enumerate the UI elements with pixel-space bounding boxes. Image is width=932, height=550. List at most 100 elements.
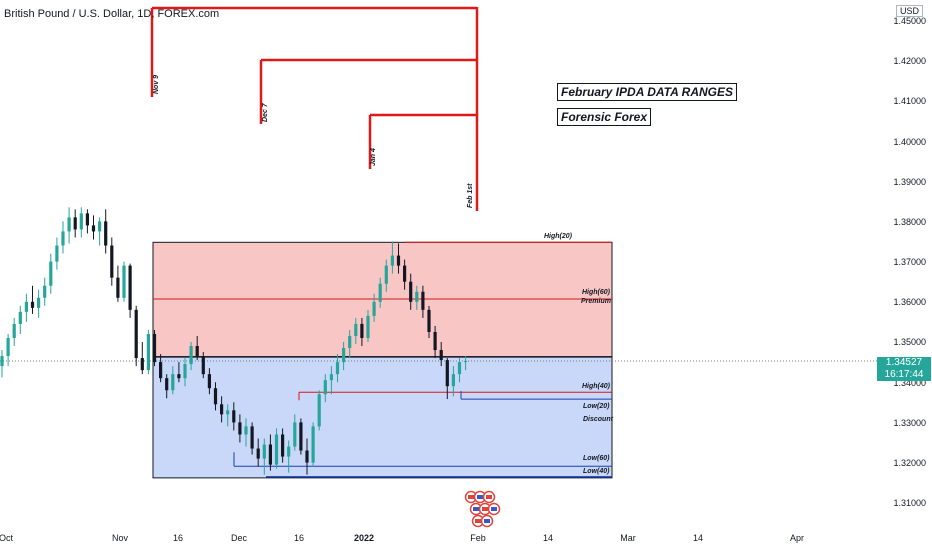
candle-body	[18, 311, 22, 324]
candle-body	[396, 255, 401, 266]
candle-body	[61, 231, 65, 246]
chart-title: British Pound / U.S. Dollar, 1D, FOREX.c…	[4, 8, 220, 20]
event-flag-icon-fill	[486, 495, 492, 499]
candle-body	[366, 315, 370, 338]
candle-body	[116, 277, 120, 298]
candle-body	[220, 404, 224, 415]
candle-body	[165, 378, 169, 391]
event-flag-icon-fill	[482, 507, 488, 511]
candle-body	[177, 374, 181, 379]
candle-body	[268, 444, 272, 465]
level-label-high40: High(40)	[582, 383, 610, 390]
candle-body	[128, 265, 132, 310]
level-label-high20: High(20)	[544, 233, 572, 240]
x-tick-label: Oct	[0, 533, 14, 543]
candle-body	[262, 444, 266, 459]
marker-label-dec7: Dec 7	[262, 103, 269, 122]
x-tick-label: 16	[293, 533, 305, 543]
candle-body	[73, 217, 77, 230]
candle-body	[348, 335, 352, 349]
level-label-low20: Low(20)	[583, 403, 610, 410]
candle-body	[201, 356, 205, 375]
candle-body	[427, 309, 431, 332]
y-tick-label: 1.37000	[893, 257, 926, 267]
candle-body	[293, 422, 297, 447]
y-tick-label: 1.31000	[893, 498, 926, 508]
event-flag-icon-fill	[484, 519, 490, 523]
candle-body	[464, 360, 468, 363]
candle-body	[287, 446, 291, 457]
candle-body	[329, 374, 333, 381]
level-label-low60: Low(60)	[583, 455, 610, 462]
level-label-discount: Discount	[583, 416, 613, 423]
candle-body	[171, 374, 175, 391]
x-tick-label: 14	[692, 533, 704, 543]
last-price-tag: 1.34527	[877, 357, 931, 369]
candle-body	[79, 213, 83, 230]
candle-body	[159, 362, 163, 379]
event-flag-icon-fill	[491, 507, 497, 511]
x-tick-label: 16	[172, 533, 184, 543]
candle-body	[457, 362, 462, 375]
y-tick-label: 1.35000	[893, 337, 926, 347]
author-label: Forensic Forex	[557, 108, 652, 126]
candle-body	[85, 213, 89, 226]
y-tick-label: 1.39000	[893, 177, 926, 187]
candle-body	[378, 283, 382, 302]
currency-badge[interactable]: USD	[896, 5, 924, 17]
candle-body	[439, 350, 443, 361]
candle-body	[232, 410, 236, 423]
x-tick-label: Apr	[789, 533, 805, 543]
candle-body	[207, 374, 211, 389]
event-flag-icon-fill	[477, 495, 483, 499]
candle-body	[49, 261, 53, 286]
candle-body	[281, 434, 285, 457]
candle-body	[274, 434, 279, 465]
candle-body	[323, 380, 327, 395]
candle-body	[354, 323, 358, 336]
candle-body	[24, 301, 28, 312]
candle-body	[152, 333, 157, 363]
candle-body	[390, 255, 394, 266]
candle-body	[256, 448, 260, 459]
candle-body	[30, 301, 35, 308]
candle-body	[104, 221, 108, 246]
candle-body	[384, 265, 388, 284]
ipda-title-label: February IPDA DATA RANGES	[557, 83, 738, 101]
candle-body	[134, 309, 138, 359]
candle-body	[55, 245, 59, 262]
candle-body	[37, 297, 41, 308]
event-flag-icon-fill	[468, 495, 474, 499]
candle-body	[98, 221, 102, 232]
candle-body	[403, 265, 407, 282]
countdown-tag: 16:17:44	[877, 369, 931, 381]
y-tick-label: 1.33000	[893, 418, 926, 428]
candle-body	[305, 450, 309, 463]
candle-body	[317, 394, 321, 427]
marker-label-nov9: Nov 9	[153, 74, 160, 94]
candle-body	[226, 410, 230, 415]
x-tick-label: 14	[542, 533, 554, 543]
candle-body	[238, 422, 242, 435]
x-tick-label: Dec	[230, 533, 248, 543]
marker-label-jan4: Jan 4	[370, 148, 377, 166]
level-label-high60: High(60)	[582, 289, 610, 296]
y-tick-label: 1.34000	[893, 378, 926, 388]
candle-body	[372, 301, 376, 316]
y-tick-label: 1.36000	[893, 297, 926, 307]
level-label-premium: Premium	[581, 298, 611, 305]
candle-body	[244, 426, 248, 435]
candle-body	[43, 285, 47, 298]
y-tick-label: 1.42000	[893, 56, 926, 66]
candle-body	[409, 281, 413, 302]
y-tick-label: 1.40000	[893, 137, 926, 147]
candle-body	[0, 356, 4, 367]
candle-body	[189, 346, 193, 365]
candle-body	[140, 358, 144, 371]
candle-body	[213, 388, 218, 405]
x-tick-label: Nov	[111, 533, 129, 543]
candle-body	[250, 426, 254, 449]
candle-body	[311, 426, 315, 463]
candle-body	[299, 422, 303, 451]
